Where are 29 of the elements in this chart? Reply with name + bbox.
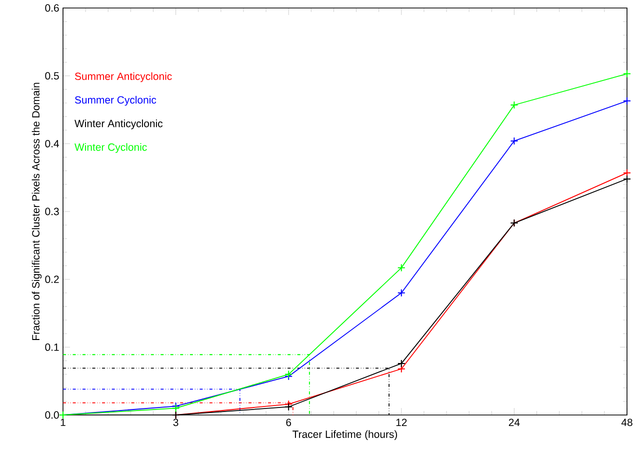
point [397, 364, 406, 373]
point [510, 101, 518, 110]
y-tick-label: 0.0 [45, 411, 59, 419]
y-tick-label: 0.6 [45, 4, 59, 12]
y-tick-label: 0.2 [45, 276, 59, 284]
x-tick-label: 1 [60, 418, 66, 426]
text: Winter Cyclonic [74, 143, 147, 153]
x-axis-title: Tracer Lifetime (hours) [292, 430, 398, 440]
point [284, 402, 293, 411]
x-tick-label: 6 [286, 418, 292, 426]
point [510, 136, 518, 145]
text: Summer Cyclonic [74, 96, 156, 106]
point [623, 70, 631, 78]
y-axis-title: Fraction of Significant Cluster Pixels Across the Domain [32, 82, 42, 340]
point [623, 96, 631, 105]
x-tick-label: 24 [508, 418, 520, 426]
y-tick-label: 0.1 [45, 343, 59, 351]
text: Summer Anticyclonic [74, 72, 172, 82]
y-tick-label: 0.3 [45, 208, 59, 216]
y-tick-label: 0.4 [45, 140, 59, 148]
x-tick-label: 12 [396, 418, 407, 426]
point [623, 174, 631, 183]
x-tick-label: 48 [621, 418, 632, 426]
x-tick-label: 3 [173, 418, 178, 426]
point [397, 264, 406, 272]
text: Winter Anticyclonic [74, 120, 163, 130]
y-tick-label: 0.5 [45, 72, 59, 80]
point [397, 288, 406, 297]
point [397, 359, 406, 368]
